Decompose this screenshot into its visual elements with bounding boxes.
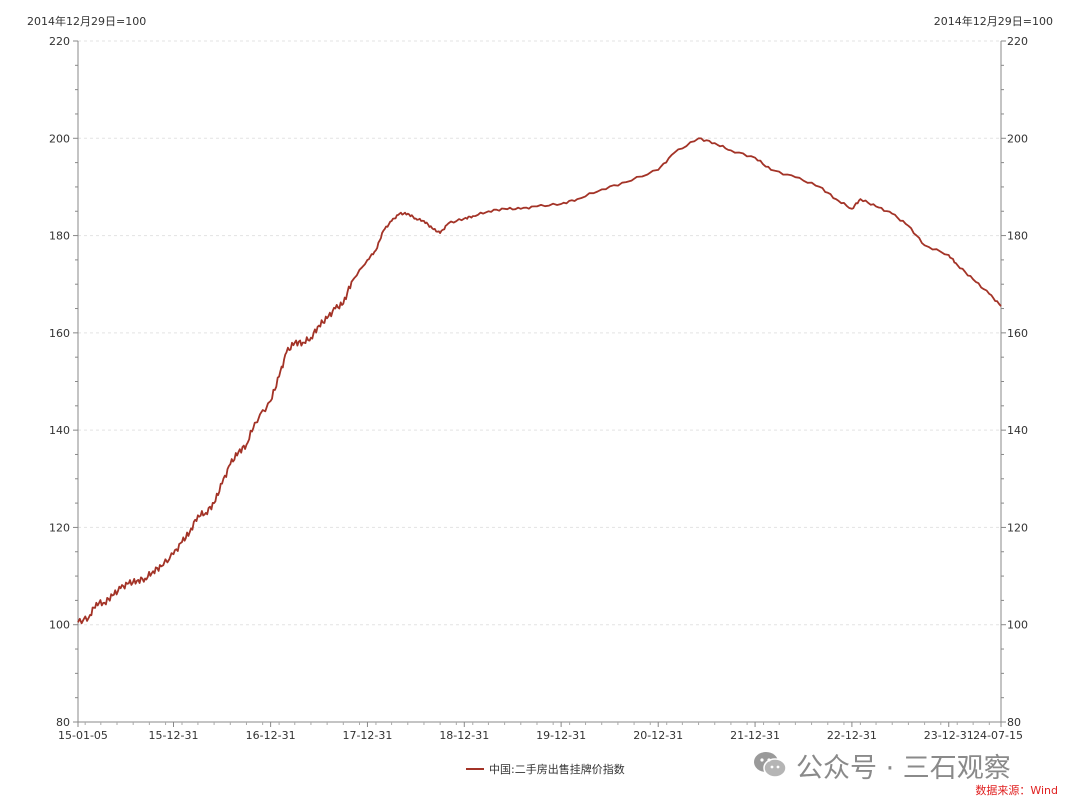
y-tick-label-left: 100: [49, 619, 70, 632]
x-tick-label: 24-07-15: [973, 729, 1023, 742]
x-tick-label: 15-12-31: [149, 729, 199, 742]
legend: 中国:二手房出售挂牌价指数: [466, 761, 625, 777]
y-tick-label-right: 120: [1007, 521, 1028, 534]
legend-swatch: [466, 768, 484, 770]
tick-labels: 80 80 100 100 120 120 140 140 160 160 180 180 200 200…: [49, 35, 1028, 742]
x-tick-label: 22-12-31: [827, 729, 877, 742]
watermark: 公众号 · 三石观察: [752, 748, 1011, 784]
wechat-icon: [754, 752, 787, 778]
y-tick-label-right: 100: [1007, 619, 1028, 632]
series-line: [77, 137, 1002, 625]
y-tick-label-right: 200: [1007, 132, 1028, 145]
y-tick-label-left: 180: [49, 230, 70, 243]
x-tick-label: 17-12-31: [342, 729, 392, 742]
y-tick-label-right: 180: [1007, 230, 1028, 243]
x-tick-label: 18-12-31: [439, 729, 489, 742]
x-tick-label: 23-12-31: [924, 729, 974, 742]
x-tick-label: 19-12-31: [536, 729, 586, 742]
y-tick-label-right: 80: [1007, 716, 1021, 729]
source-note: 数据来源：Wind: [975, 784, 1058, 797]
y-tick-label-right: 160: [1007, 327, 1028, 340]
legend-label: 中国:二手房出售挂牌价指数: [489, 763, 625, 776]
left-axis-unit-note: 2014年12月29日=100: [27, 15, 147, 28]
y-tick-label-left: 200: [49, 132, 70, 145]
x-tick-label: 15-01-05: [58, 729, 108, 742]
gridlines: [78, 40, 1001, 626]
x-tick-label: 16-12-31: [246, 729, 296, 742]
right-axis-unit-note: 2014年12月29日=100: [933, 15, 1053, 28]
axes: [73, 40, 1006, 727]
watermark-text: 公众号 · 三石观察: [796, 752, 1011, 784]
x-tick-label: 20-12-31: [633, 729, 683, 742]
y-tick-label-left: 160: [49, 327, 70, 340]
y-tick-label-right: 220: [1007, 35, 1028, 48]
x-tick-label: 21-12-31: [730, 729, 780, 742]
y-tick-label-left: 140: [49, 424, 70, 437]
y-tick-label-left: 120: [49, 521, 70, 534]
y-tick-label-left: 220: [49, 35, 70, 48]
y-tick-label-right: 140: [1007, 424, 1028, 437]
series-layer: [77, 137, 1002, 625]
y-tick-label-left: 80: [56, 716, 70, 729]
